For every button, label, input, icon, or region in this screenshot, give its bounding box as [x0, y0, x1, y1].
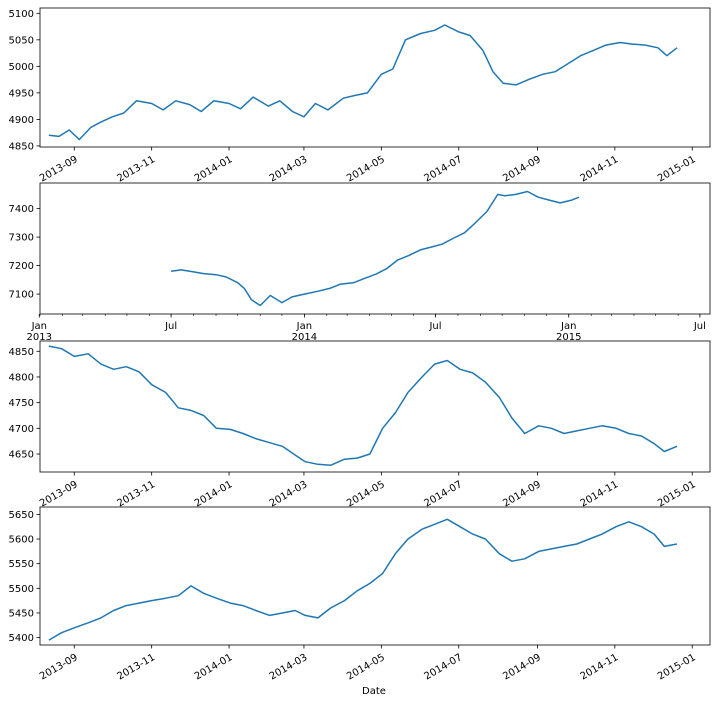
series-line [48, 345, 678, 467]
y-tick-label: 4900 [9, 115, 34, 126]
y-tick-label: 4850 [9, 141, 34, 152]
series-line [48, 24, 678, 141]
x-tick-label: 2013-09 [38, 479, 80, 509]
x-tick-label: 2014-07 [423, 479, 465, 509]
x-tick-label: 2013-09 [38, 652, 80, 682]
series-line [48, 518, 678, 641]
y-tick-label: 4850 [9, 347, 34, 358]
x-tick-label: 2014-09 [501, 154, 543, 184]
x-tick-label: 2014-03 [268, 652, 310, 682]
x-tick-label: 2014-11 [579, 479, 621, 509]
x-tick-label: 2015-01 [656, 479, 698, 509]
x-tick-label: 2014-11 [579, 652, 621, 682]
x-tick-label: 2015 [556, 332, 581, 343]
x-tick-label: 2014-03 [268, 479, 310, 509]
x-tick-label: 2013 [27, 332, 52, 343]
y-tick-label: 5100 [9, 9, 34, 20]
x-tick-label: 2014-05 [345, 479, 387, 509]
x-tick-label: 2014-07 [423, 154, 465, 184]
y-tick-label: 4700 [9, 424, 34, 435]
x-tick-label: 2014-03 [268, 154, 310, 184]
axes-frame [39, 7, 711, 148]
y-tick-label: 5400 [9, 633, 34, 644]
y-tick-label: 7300 [9, 233, 34, 244]
x-tick-label: 2014-05 [345, 652, 387, 682]
x-tick-label: 2014-05 [345, 154, 387, 184]
x-tick-label: 2014-09 [501, 652, 543, 682]
x-tick-label: Jul [428, 321, 441, 332]
x-tick-label: 2015-01 [656, 154, 698, 184]
axes-frame [39, 340, 711, 473]
x-tick-label: 2014-01 [193, 479, 235, 509]
y-tick-label: 7200 [9, 261, 34, 272]
x-tick-label: 2014-09 [501, 479, 543, 509]
x-tick-label: 2014-01 [193, 652, 235, 682]
y-tick-label: 4800 [9, 372, 34, 383]
x-tick-label: Jan [560, 321, 576, 332]
y-tick-label: 5600 [9, 535, 34, 546]
axes-frame [39, 182, 711, 315]
x-tick-label: 2013-11 [115, 479, 157, 509]
y-tick-label: 4750 [9, 398, 34, 409]
x-tick-label: 2013-11 [115, 652, 157, 682]
chart-panel-4: 5400 5450 5500 5550 5600 5650 2013-09 2013-11 20… [9, 506, 711, 682]
y-tick-label: 7400 [9, 204, 34, 215]
y-tick-label: 5450 [9, 608, 34, 619]
x-tick-label: Jan [296, 321, 312, 332]
x-tick-label: 2013-11 [115, 154, 157, 184]
x-tick-label: 2014-11 [579, 154, 621, 184]
x-tick-label: 2013-09 [38, 154, 80, 184]
y-tick-label: 5550 [9, 559, 34, 570]
chart-panel-3: 4650 4700 4750 4800 4850 2013-09 2013-11 2014-0… [9, 340, 711, 509]
x-tick-label: 2015-01 [656, 652, 698, 682]
x-tick-label: 2014-01 [193, 154, 235, 184]
y-tick-label: 5050 [9, 35, 34, 46]
x-tick-label: 2014-07 [423, 652, 465, 682]
y-tick-label: 7100 [9, 290, 34, 301]
x-tick-label: Jul [164, 321, 177, 332]
chart-panel-1: 4850 4900 4950 5000 5050 5100 2013-09 2013-11 20… [9, 7, 711, 184]
y-tick-label: 4950 [9, 88, 34, 99]
x-tick-label: 2014 [292, 332, 317, 343]
y-tick-label: 5650 [9, 510, 34, 521]
y-tick-label: 4650 [9, 450, 34, 461]
y-tick-label: 5000 [9, 62, 34, 73]
series-line [170, 190, 580, 307]
x-axis-label: Date [362, 686, 386, 697]
x-tick-label: Jul [693, 321, 706, 332]
x-tick-label: Jan [31, 321, 47, 332]
y-tick-label: 5500 [9, 584, 34, 595]
axes-frame [39, 506, 711, 646]
